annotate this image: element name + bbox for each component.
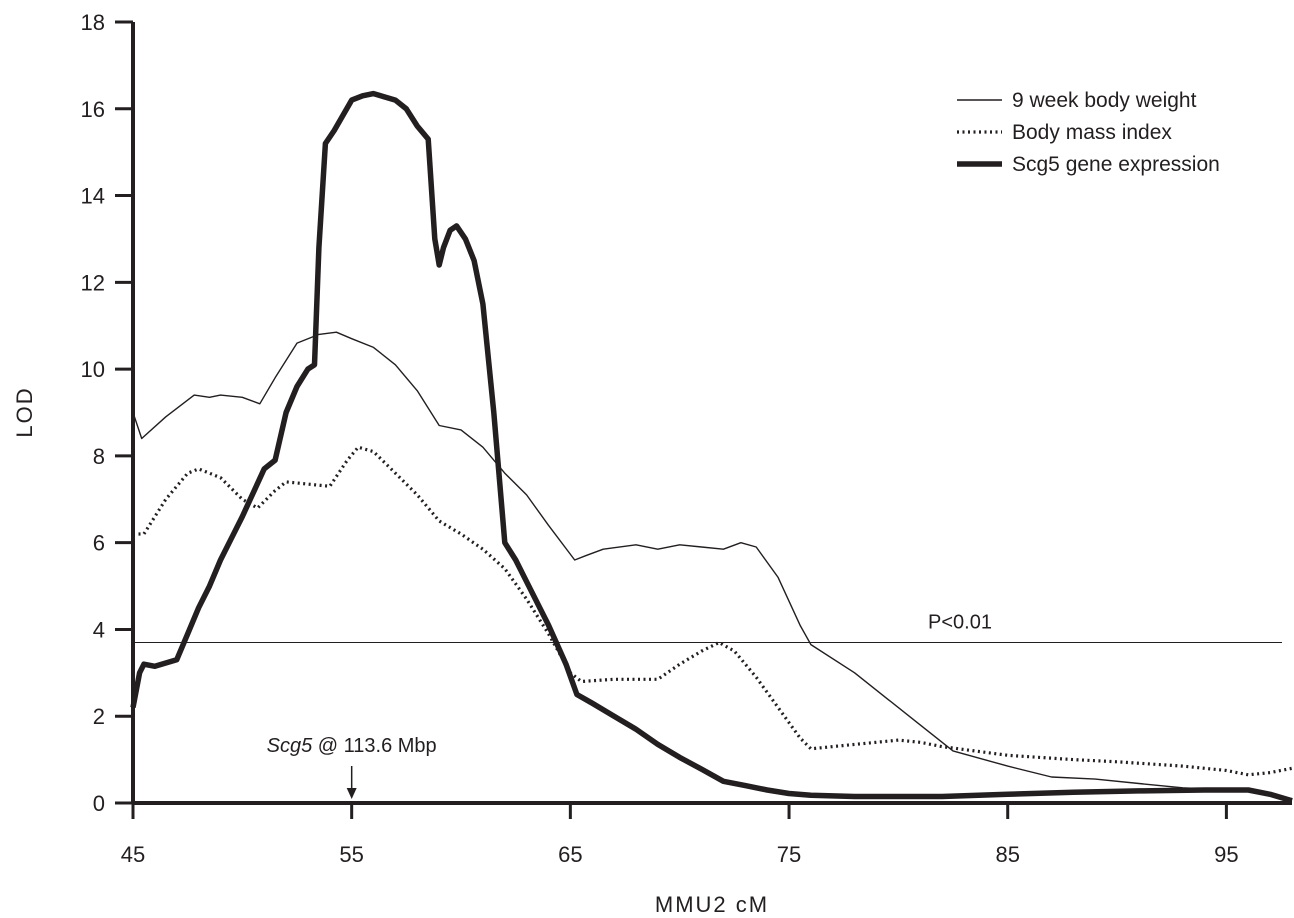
y-tick-label: 10 xyxy=(81,357,105,382)
y-tick-label: 18 xyxy=(81,10,105,35)
annotations: Scg5 @ 113.6 Mbp xyxy=(267,735,437,799)
y-tick-label: 12 xyxy=(81,270,105,295)
y-tick-label: 8 xyxy=(93,444,105,469)
legend-label-2: Body mass index xyxy=(1012,121,1172,144)
y-tick-label: 4 xyxy=(93,617,105,642)
axes: 0 2 4 6 8 10 12 14 16 18 45 55 65 75 85 95 MMU2 cM LOD xyxy=(12,10,1292,917)
series-line-3 xyxy=(130,90,1293,804)
x-tick-label: 95 xyxy=(1214,842,1238,867)
marker-arrow-head xyxy=(346,788,357,799)
legend-label-3: Scg5 gene expression xyxy=(1012,153,1220,176)
y-tick-label: 6 xyxy=(93,531,105,556)
legend-label-1: 9 week body weight xyxy=(1012,89,1197,112)
y-tick-label: 2 xyxy=(93,704,105,729)
y-tick-label: 0 xyxy=(93,791,105,816)
x-tick-label: 85 xyxy=(995,842,1019,867)
marker-position-text: @ 113.6 Mbp xyxy=(312,735,436,757)
x-tick-label: 55 xyxy=(339,842,363,867)
marker-gene-name: Scg5 xyxy=(267,735,313,757)
series-line-1 xyxy=(132,331,1293,800)
y-tick-label: 16 xyxy=(81,97,105,122)
x-tick-label: 65 xyxy=(558,842,582,867)
x-axis-title: MMU2 cM xyxy=(655,892,769,917)
x-tick-label: 45 xyxy=(121,842,145,867)
threshold-group: P<0.01 xyxy=(133,611,1282,643)
threshold-label: P<0.01 xyxy=(928,611,992,633)
series-line-2 xyxy=(133,445,1293,777)
legend: 9 week body weight Body mass index Scg5 ge… xyxy=(957,89,1220,176)
marker-label: Scg5 @ 113.6 Mbp xyxy=(267,735,437,757)
x-tick-label: 75 xyxy=(777,842,801,867)
series-group xyxy=(130,90,1293,804)
y-axis-title: LOD xyxy=(12,386,37,437)
y-tick-label: 14 xyxy=(81,184,105,209)
